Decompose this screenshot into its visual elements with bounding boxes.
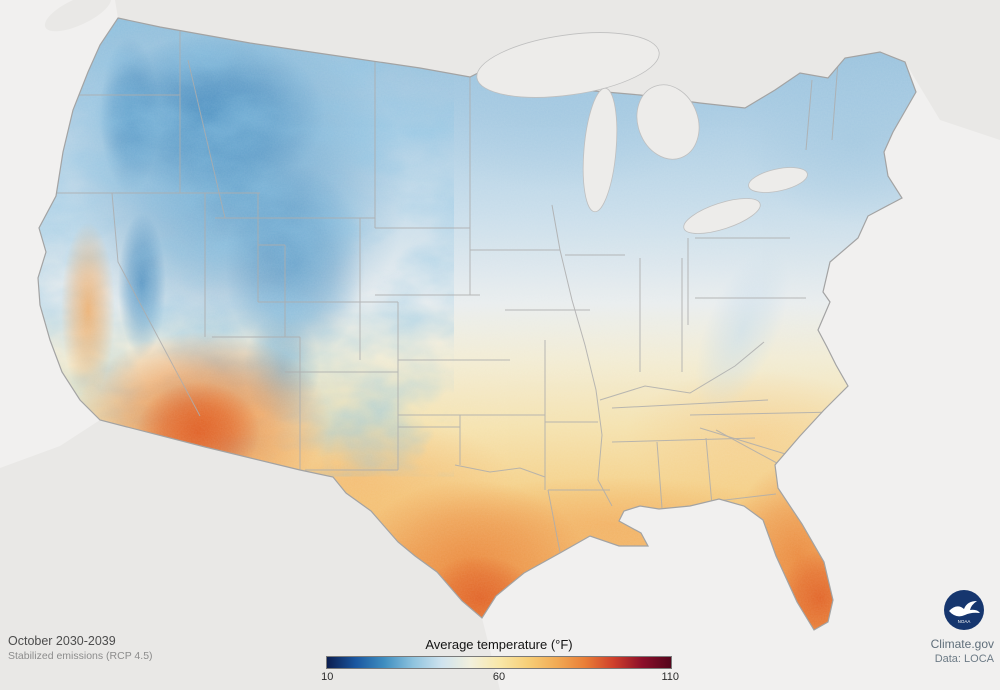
lake-ontario <box>748 167 808 193</box>
lake-erie <box>683 198 761 234</box>
legend-tick-min: 10 <box>321 671 334 683</box>
mexico-landmass <box>0 420 500 690</box>
us-outline <box>37 17 917 631</box>
lake-michigan <box>582 87 618 213</box>
legend-tick-mid: 60 <box>492 671 506 683</box>
legend-ticks: 10 60 110 <box>321 671 679 685</box>
vancouver-island <box>44 0 112 32</box>
data-source-label: Data: LOCA <box>934 653 994 665</box>
noaa-seagull-icon <box>949 601 980 617</box>
noaa-logo: NOAA <box>944 590 984 630</box>
noaa-logo-text: NOAA <box>958 619 971 624</box>
period-label: October 2030-2039 <box>8 634 116 648</box>
attribution-block: Climate.gov Data: LOCA <box>931 637 994 666</box>
great-lakes <box>476 32 808 234</box>
scenario-label: Stabilized emissions (RCP 4.5) <box>8 650 153 662</box>
lake-huron <box>636 84 700 160</box>
legend: Average temperature (°F) 10 60 110 <box>321 637 679 685</box>
climate-gov-label: Climate.gov <box>930 637 994 651</box>
lake-superior <box>476 32 660 98</box>
footer-left: October 2030-2039 Stabilized emissions (… <box>8 634 153 663</box>
legend-title: Average temperature (°F) <box>425 637 573 652</box>
legend-colorbar <box>326 656 672 669</box>
legend-tick-max: 110 <box>661 671 680 683</box>
